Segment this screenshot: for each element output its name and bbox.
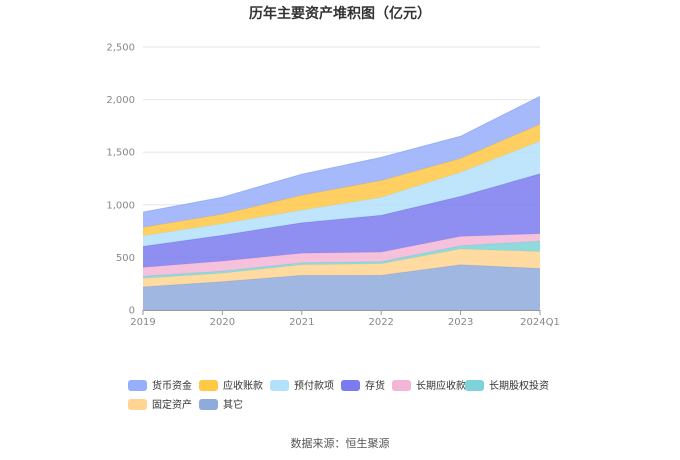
legend-swatch (199, 380, 218, 391)
legend-label: 固定资产 (152, 398, 192, 411)
x-tick-label: 2020 (210, 317, 235, 328)
area-固定资产 (143, 249, 540, 287)
area-series (142, 95, 541, 310)
legend-label: 应收账款 (223, 379, 263, 392)
area-货币资金 (143, 96, 540, 228)
legend-item[interactable]: 货币资金 (128, 379, 192, 392)
legend-item[interactable]: 应收账款 (199, 379, 263, 392)
legend-item[interactable]: 长期股权投资 (465, 379, 549, 392)
x-tick-label: 2019 (130, 317, 155, 328)
legend-swatch (465, 380, 484, 391)
axes: 0 500 1,000 1,500 2,000 2,500 2019 2020 2021 2022… (106, 43, 559, 329)
chart-title: 历年主要资产堆积图（亿元） (249, 5, 431, 22)
legend-label: 预付款项 (294, 379, 334, 392)
x-tick-label: 2022 (368, 317, 393, 328)
legend-label: 其它 (223, 398, 243, 411)
y-tick-label: 500 (116, 253, 135, 264)
legend-label: 货币资金 (152, 379, 192, 392)
y-tick-label: 2,500 (106, 43, 135, 54)
x-tick-label: 2024Q1 (520, 317, 560, 328)
y-tick-label: 0 (129, 306, 135, 317)
y-tick-label: 2,000 (106, 95, 135, 106)
legend-item[interactable]: 长期应收款 (392, 379, 466, 392)
y-tick-label: 1,000 (106, 200, 135, 211)
legend-item[interactable]: 存货 (341, 379, 385, 392)
legend-label: 长期应收款 (416, 379, 466, 392)
legend-swatch (341, 380, 360, 391)
legend-item[interactable]: 固定资产 (128, 398, 192, 411)
area-长期应收款 (143, 233, 540, 277)
y-tick-label: 1,500 (106, 148, 135, 159)
data-source: 数据来源：恒生聚源 (291, 436, 390, 450)
legend-swatch (128, 380, 147, 391)
x-tick-label: 2021 (289, 317, 314, 328)
area-其它 (143, 264, 540, 310)
legend-swatch (392, 380, 411, 391)
legend-item[interactable]: 其它 (199, 398, 243, 411)
legend-swatch (270, 380, 289, 391)
x-tick-label: 2023 (448, 317, 473, 328)
legend-swatch (199, 399, 218, 410)
area-edge-货币资金 (142, 95, 541, 213)
area-应收账款 (143, 124, 540, 236)
area-预付款项 (143, 141, 540, 247)
legend-label: 存货 (365, 379, 385, 392)
legend-swatch (128, 399, 147, 410)
legend-label: 长期股权投资 (489, 379, 549, 392)
area-存货 (143, 173, 540, 268)
legend-item[interactable]: 预付款项 (270, 379, 334, 392)
